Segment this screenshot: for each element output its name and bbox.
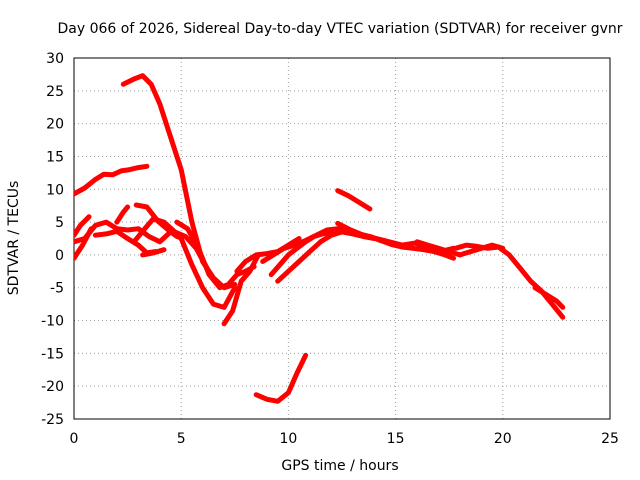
x-axis-label: GPS time / hours [281, 458, 398, 474]
series-trace-7 [114, 204, 131, 225]
series-trace-20 [414, 239, 463, 258]
grid [74, 58, 610, 419]
series-trace-1 [120, 73, 238, 291]
y-tick-label: 15 [46, 149, 64, 165]
y-tick-label: 0 [55, 248, 64, 264]
series-trace-19 [335, 220, 456, 255]
y-tick-label: 10 [46, 182, 64, 198]
y-tick-label: -20 [41, 379, 64, 395]
data-series [74, 73, 566, 404]
series-trace-12 [221, 252, 261, 327]
y-axis-label: SDTVAR / TECUs [6, 181, 22, 296]
x-tick-label: 25 [601, 431, 619, 447]
series-trace-17 [253, 352, 309, 404]
y-tick-label: -15 [41, 346, 64, 362]
y-tick-label: 30 [46, 51, 64, 67]
series-trace-3 [74, 214, 92, 238]
y-tick-label: -5 [50, 281, 64, 297]
x-tick-labels: 0 5 10 15 20 25 [70, 431, 619, 447]
plot-frame [73, 57, 611, 420]
series-trace-10 [140, 247, 167, 258]
y-tick-labels: 30 25 20 15 10 5 0 -5 -10 -15 -20 -25 [41, 51, 64, 428]
series-trace-16 [275, 229, 377, 284]
x-tick-label: 5 [177, 431, 186, 447]
x-tick-label: 0 [70, 431, 79, 447]
y-tick-label: -10 [41, 314, 64, 330]
series-trace-18 [335, 188, 373, 212]
y-tick-label: 5 [55, 215, 64, 231]
series-trace-9 [133, 202, 180, 239]
series-trace-21 [453, 242, 566, 320]
chart-title: Day 066 of 2026, Sidereal Day-to-day VTE… [57, 21, 622, 37]
x-tick-label: 10 [279, 431, 297, 447]
y-tick-label: -25 [41, 412, 64, 428]
series-trace-11 [174, 219, 257, 291]
y-tick-label: 25 [46, 84, 64, 100]
series-trace-22 [457, 242, 506, 258]
series-trace-5 [74, 219, 238, 310]
series-trace-2 [74, 163, 150, 197]
y-tick-label: 20 [46, 117, 64, 133]
x-tick-label: 15 [387, 431, 405, 447]
series-trace-15 [268, 229, 334, 278]
series-trace-8 [131, 216, 210, 271]
series-trace-23 [532, 285, 566, 310]
x-tick-label: 20 [494, 431, 512, 447]
